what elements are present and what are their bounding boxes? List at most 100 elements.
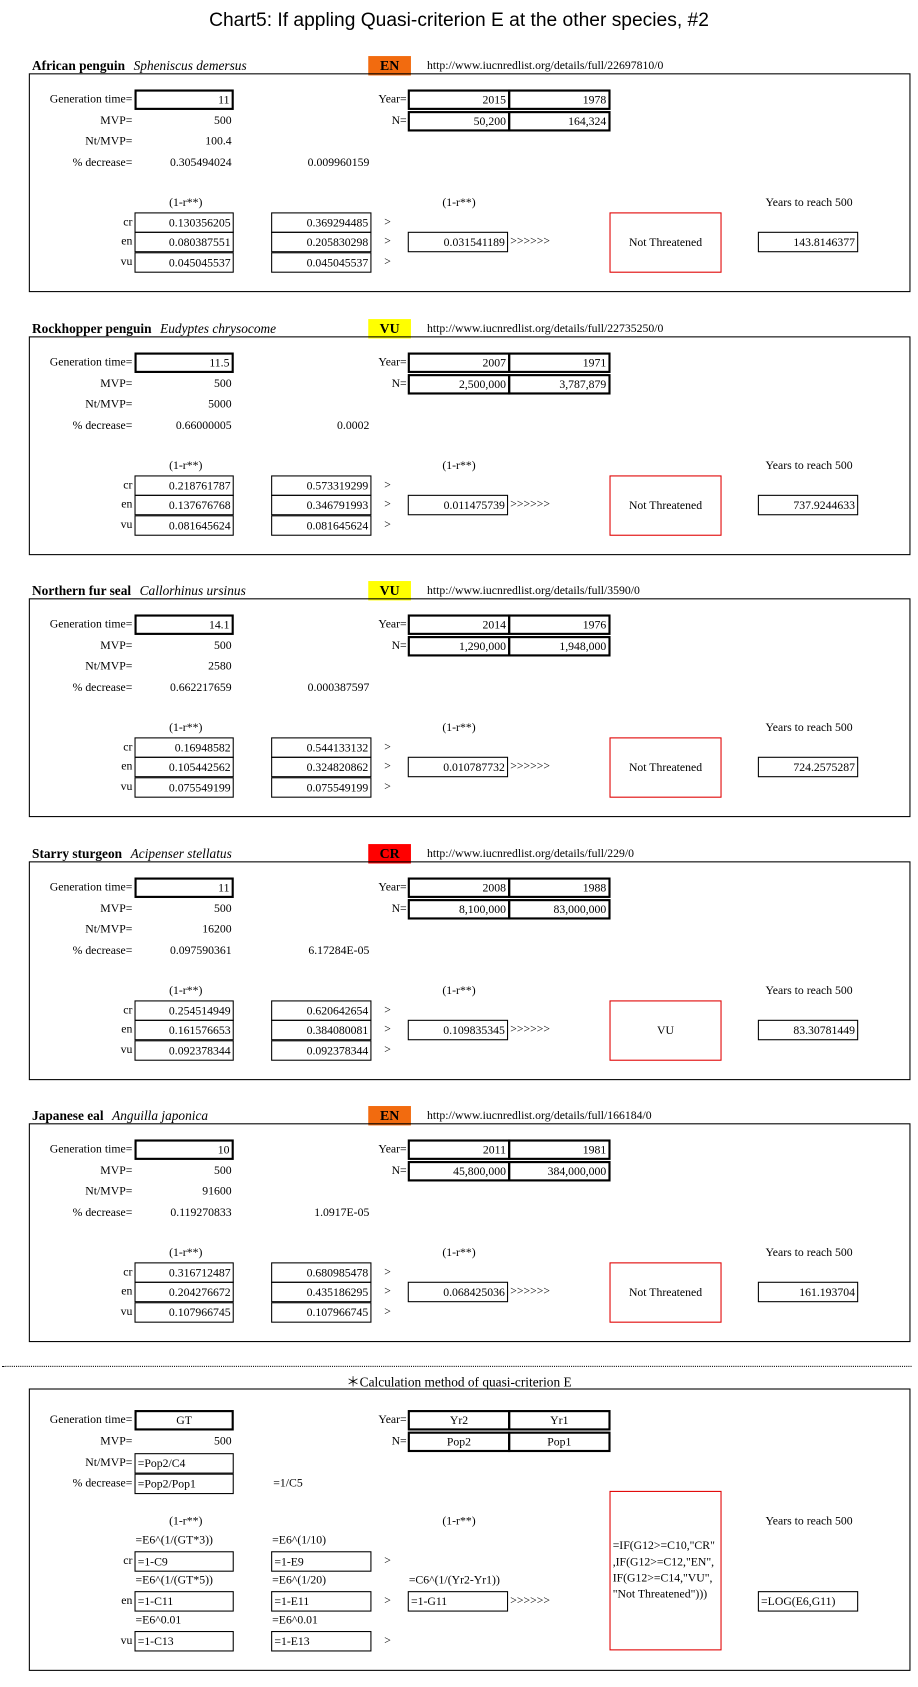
c-vu-cell[interactable]: 0.081645624 xyxy=(134,514,234,536)
e-cr-cell[interactable]: 0.620642654 xyxy=(271,999,372,1021)
n1-cell[interactable]: Pop1 xyxy=(508,1431,611,1453)
e-vu-cell[interactable]: 0.092378344 xyxy=(271,1039,372,1061)
e-en-cell[interactable]: =1-E11 xyxy=(271,1591,372,1612)
result-cell[interactable]: =IF(G12>=C10,"CR" ,IF(G12>=C12,"EN", IF(G1… xyxy=(609,1490,722,1651)
n2-cell[interactable]: 1,290,000 xyxy=(407,636,511,657)
generation-time-cell[interactable]: GT xyxy=(134,1410,234,1431)
row-label-cr: cr xyxy=(123,478,133,492)
nt-mvp-cell[interactable]: =Pop2/C4 xyxy=(134,1453,234,1474)
generation-time-cell[interactable]: 11 xyxy=(134,89,234,110)
result-cell[interactable]: VU xyxy=(609,999,722,1061)
e-vu-cell[interactable]: 0.081645624 xyxy=(271,514,372,536)
e-en-cell[interactable]: 0.435186295 xyxy=(271,1281,372,1303)
c-cr-cell[interactable]: 0.16948582 xyxy=(134,737,234,758)
c-vu-cell[interactable]: 0.107966745 xyxy=(134,1302,234,1323)
iucn-link[interactable]: http://www.iucnredlist.org/details/full/… xyxy=(426,1109,652,1123)
c-cr-cell[interactable]: 0.316712487 xyxy=(134,1262,234,1283)
years-to-reach-cell[interactable]: =LOG(E6,G11) xyxy=(757,1591,859,1612)
n2-cell[interactable]: 8,100,000 xyxy=(407,898,511,919)
c-en-cell[interactable]: 0.080387551 xyxy=(134,231,234,253)
n2-cell[interactable]: 2,500,000 xyxy=(407,373,511,395)
c-en-cell[interactable]: 0.137676768 xyxy=(134,494,234,515)
e-cr-cell[interactable]: =1-E9 xyxy=(271,1551,372,1572)
e-vu-cell[interactable]: =1-E13 xyxy=(271,1631,372,1652)
g-rate-cell[interactable]: 0.011475739 xyxy=(407,494,509,515)
n1-cell[interactable]: 384,000,000 xyxy=(508,1161,611,1182)
years-to-reach-cell[interactable]: 161.193704 xyxy=(757,1281,859,1303)
g-rate-cell[interactable]: 0.031541189 xyxy=(407,231,509,253)
result-cell[interactable]: Not Threatened xyxy=(609,212,722,273)
c-vu-cell[interactable]: =1-C13 xyxy=(134,1631,234,1652)
generation-time-cell[interactable]: 10 xyxy=(134,1139,234,1160)
year1-cell[interactable]: 1971 xyxy=(508,351,611,373)
n2-cell[interactable]: 50,200 xyxy=(407,111,511,132)
iucn-link[interactable]: http://www.iucnredlist.org/details/full/… xyxy=(426,584,640,598)
e-cr-cell[interactable]: 0.369294485 xyxy=(271,212,372,233)
e-en-cell[interactable]: 0.384080081 xyxy=(271,1019,372,1040)
c-cr-cell[interactable]: 0.130356205 xyxy=(134,212,234,233)
year2-cell[interactable]: 2008 xyxy=(407,876,511,898)
c-cr-cell[interactable]: =1-C9 xyxy=(134,1551,234,1572)
year2-cell[interactable]: 2014 xyxy=(407,614,511,635)
e-vu-cell[interactable]: 0.107966745 xyxy=(271,1302,372,1323)
g-rate-cell[interactable]: =1-G11 xyxy=(407,1591,509,1612)
generation-time-cell[interactable]: 14.1 xyxy=(134,614,234,635)
nt-mvp-value: 100.4 xyxy=(205,134,232,148)
c-vu-cell[interactable]: 0.045045537 xyxy=(134,252,234,273)
c-vu-cell[interactable]: 0.092378344 xyxy=(134,1039,234,1061)
years-to-reach-cell[interactable]: 724.2575287 xyxy=(757,756,859,778)
c-en-cell[interactable]: 0.161576653 xyxy=(134,1019,234,1040)
result-cell[interactable]: Not Threatened xyxy=(609,1262,722,1323)
result-cell[interactable]: Not Threatened xyxy=(609,737,722,798)
generation-time-cell[interactable]: 11 xyxy=(134,876,234,898)
n1-cell[interactable]: 164,324 xyxy=(508,111,611,132)
year1-cell[interactable]: 1976 xyxy=(508,614,611,635)
c-cr-cell[interactable]: 0.254514949 xyxy=(134,999,234,1021)
g-rate-cell[interactable]: 0.010787732 xyxy=(407,756,509,778)
iucn-link[interactable]: http://www.iucnredlist.org/details/full/… xyxy=(426,321,664,335)
year2-cell[interactable]: Yr2 xyxy=(407,1410,511,1431)
year1-cell[interactable]: 1978 xyxy=(508,89,611,110)
year1-cell[interactable]: Yr1 xyxy=(508,1410,611,1431)
generation-time-cell[interactable]: 11.5 xyxy=(134,351,234,373)
year2-cell[interactable]: 2011 xyxy=(407,1139,511,1160)
e-cr-cell[interactable]: 0.544133132 xyxy=(271,737,372,758)
iucn-link[interactable]: http://www.iucnredlist.org/details/full/… xyxy=(426,59,664,73)
g-rate-cell[interactable]: 0.109835345 xyxy=(407,1019,509,1040)
year2-cell[interactable]: 2007 xyxy=(407,351,511,373)
n1-cell[interactable]: 1,948,000 xyxy=(508,636,611,657)
n1-cell[interactable]: 83,000,000 xyxy=(508,898,611,919)
e-cr-cell[interactable]: 0.573319299 xyxy=(271,474,372,496)
e-cr-cell[interactable]: 0.680985478 xyxy=(271,1262,372,1283)
year1-cell[interactable]: 1988 xyxy=(508,876,611,898)
c-en-cell[interactable]: 0.105442562 xyxy=(134,756,234,778)
c-en-cell[interactable]: 0.204276672 xyxy=(134,1281,234,1303)
n2-cell[interactable]: 45,800,000 xyxy=(407,1161,511,1182)
c-en-cell[interactable]: =1-C11 xyxy=(134,1591,234,1612)
scientific-name: Eudyptes chrysocome xyxy=(160,320,277,336)
years-to-reach-cell[interactable]: 143.8146377 xyxy=(757,231,859,253)
year2-cell[interactable]: 2015 xyxy=(407,89,511,110)
one-minus-r-header: (1-r**) xyxy=(169,1246,203,1260)
c-cr-cell[interactable]: 0.218761787 xyxy=(134,474,234,496)
e-en-cell[interactable]: 0.346791993 xyxy=(271,494,372,515)
g-rate-cell[interactable]: 0.068425036 xyxy=(407,1281,509,1303)
e-vu-cell[interactable]: 0.075549199 xyxy=(271,777,372,798)
row-label-en: en xyxy=(121,497,133,511)
n1-cell[interactable]: 3,787,879 xyxy=(508,373,611,395)
row-label-vu: vu xyxy=(120,1305,133,1319)
years-to-reach-cell[interactable]: 737.9244633 xyxy=(757,494,859,515)
result-cell[interactable]: Not Threatened xyxy=(609,474,722,536)
n2-cell[interactable]: Pop2 xyxy=(407,1431,511,1453)
e-en-cell[interactable]: 0.324820862 xyxy=(271,756,372,778)
e-vu-cell[interactable]: 0.045045537 xyxy=(271,252,372,273)
pct-decrease-cell[interactable]: =Pop2/Pop1 xyxy=(134,1473,234,1495)
year1-cell[interactable]: 1981 xyxy=(508,1139,611,1160)
e-en-cell[interactable]: 0.205830298 xyxy=(271,231,372,253)
years-to-reach-cell[interactable]: 83.30781449 xyxy=(757,1019,859,1040)
iucn-link[interactable]: http://www.iucnredlist.org/details/full/… xyxy=(426,846,635,860)
c-vu-cell[interactable]: 0.075549199 xyxy=(134,777,234,798)
gt-symbol: > xyxy=(384,255,391,269)
species-header: Japanese eal Anguilla japonica xyxy=(32,1107,208,1124)
